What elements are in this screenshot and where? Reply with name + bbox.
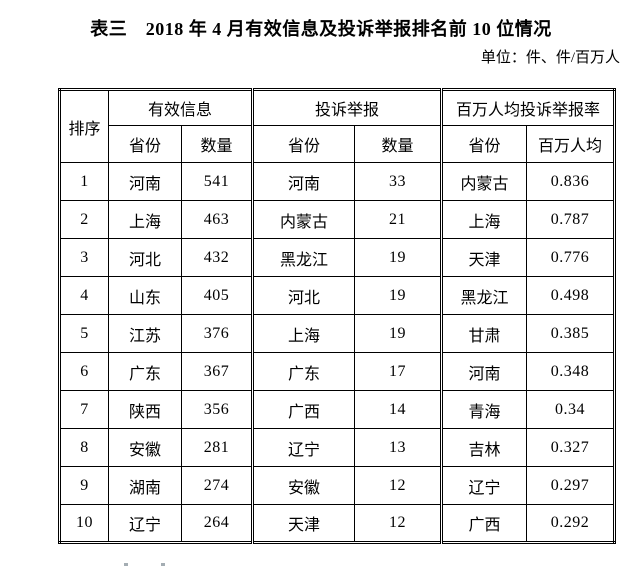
cell-rank: 2: [59, 200, 109, 239]
table-title: 表三 2018 年 4 月有效信息及投诉举报排名前 10 位情况: [90, 19, 552, 39]
header-info-province: 省份: [108, 125, 182, 163]
cell-info-count: 274: [181, 466, 253, 505]
cell-info-province: 河南: [108, 162, 182, 201]
cell-complaint-count: 19: [354, 238, 442, 277]
cell-complaint-province: 广西: [251, 390, 355, 429]
cell-rate-value: 0.836: [526, 162, 615, 201]
cell-rate-value: 0.776: [526, 238, 615, 277]
cell-rate-value: 0.34: [526, 390, 615, 429]
cell-info-count: 463: [181, 200, 253, 239]
header-group-valid-info: 有效信息: [108, 89, 253, 126]
cell-complaint-province: 河北: [251, 276, 355, 315]
cell-rate-province: 辽宁: [440, 466, 527, 505]
table-row: 2 上海 463 内蒙古 21 上海 0.787: [59, 200, 615, 239]
cell-info-province: 湖南: [108, 466, 182, 505]
cell-info-count: 356: [181, 390, 253, 429]
cell-rate-value: 0.385: [526, 314, 615, 353]
cell-rate-province: 天津: [440, 238, 527, 277]
cell-rank: 10: [59, 504, 109, 543]
cell-info-count: 432: [181, 238, 253, 277]
cell-rate-province: 黑龙江: [440, 276, 527, 315]
cell-info-province: 河北: [108, 238, 182, 277]
cell-info-count: 376: [181, 314, 253, 353]
cell-info-province: 江苏: [108, 314, 182, 353]
cell-rank: 8: [59, 428, 109, 467]
cell-rate-province: 甘肃: [440, 314, 527, 353]
cell-rate-province: 广西: [440, 504, 527, 543]
cell-complaint-count: 21: [354, 200, 442, 239]
cell-info-province: 安徽: [108, 428, 182, 467]
table-row: 6 广东 367 广东 17 河南 0.348: [59, 352, 615, 391]
header-complaint-province: 省份: [251, 125, 355, 163]
cell-rank: 4: [59, 276, 109, 315]
cell-info-count: 264: [181, 504, 253, 543]
cell-rank: 1: [59, 162, 109, 201]
cell-rate-province: 青海: [440, 390, 527, 429]
cell-rank: 5: [59, 314, 109, 353]
cell-complaint-count: 14: [354, 390, 442, 429]
ranking-table: 排序 有效信息 投诉举报 百万人均投诉举报率 省份 数量 省份 数量 省份 百万…: [58, 88, 616, 544]
cutoff-text-fragment: [161, 563, 165, 566]
table-row: 9 湖南 274 安徽 12 辽宁 0.297: [59, 466, 615, 505]
cell-complaint-province: 天津: [251, 504, 355, 543]
cell-rate-value: 0.297: [526, 466, 615, 505]
cell-info-count: 405: [181, 276, 253, 315]
table-row: 3 河北 432 黑龙江 19 天津 0.776: [59, 238, 615, 277]
cell-rank: 3: [59, 238, 109, 277]
table-row: 10 辽宁 264 天津 12 广西 0.292: [59, 504, 615, 543]
cell-info-count: 367: [181, 352, 253, 391]
cell-rate-value: 0.348: [526, 352, 615, 391]
table-row: 1 河南 541 河南 33 内蒙古 0.836: [59, 162, 615, 201]
cell-complaint-province: 上海: [251, 314, 355, 353]
cutoff-text-fragment: [124, 563, 128, 566]
cell-complaint-count: 17: [354, 352, 442, 391]
cell-rate-province: 河南: [440, 352, 527, 391]
header-complaint-count: 数量: [354, 125, 442, 163]
cell-info-province: 山东: [108, 276, 182, 315]
cell-info-province: 辽宁: [108, 504, 182, 543]
table-body: 1 河南 541 河南 33 内蒙古 0.836 2 上海 463 内蒙古 21 上海 0.787 3 河北 4…: [59, 162, 615, 543]
cell-complaint-count: 33: [354, 162, 442, 201]
cell-rank: 7: [59, 390, 109, 429]
cell-info-province: 陕西: [108, 390, 182, 429]
cell-rate-province: 上海: [440, 200, 527, 239]
cell-rank: 6: [59, 352, 109, 391]
cell-info-count: 541: [181, 162, 253, 201]
cell-complaint-count: 19: [354, 276, 442, 315]
cell-complaint-province: 辽宁: [251, 428, 355, 467]
cell-info-province: 广东: [108, 352, 182, 391]
cell-complaint-count: 13: [354, 428, 442, 467]
header-group-rate: 百万人均投诉举报率: [440, 89, 615, 126]
cell-complaint-count: 12: [354, 466, 442, 505]
cell-rate-value: 0.292: [526, 504, 615, 543]
header-row-groups: 排序 有效信息 投诉举报 百万人均投诉举报率: [59, 89, 615, 163]
header-group-complaints: 投诉举报: [251, 89, 442, 126]
cell-rate-province: 吉林: [440, 428, 527, 467]
cell-rate-value: 0.498: [526, 276, 615, 315]
cell-complaint-province: 广东: [251, 352, 355, 391]
cell-complaint-province: 黑龙江: [251, 238, 355, 277]
header-row-subcolumns: 省份 数量 省份 数量 省份 百万人均: [60, 125, 615, 163]
header-rate-province: 省份: [440, 125, 527, 163]
cell-info-province: 上海: [108, 200, 182, 239]
table-row: 8 安徽 281 辽宁 13 吉林 0.327: [59, 428, 615, 467]
cell-complaint-count: 12: [354, 504, 442, 543]
table-row: 4 山东 405 河北 19 黑龙江 0.498: [59, 276, 615, 315]
cell-rank: 9: [59, 466, 109, 505]
cell-complaint-province: 内蒙古: [251, 200, 355, 239]
cell-rate-province: 内蒙古: [440, 162, 527, 201]
table-row: 7 陕西 356 广西 14 青海 0.34: [59, 390, 615, 429]
cell-complaint-province: 河南: [251, 162, 355, 201]
unit-note: 单位：件、件/百万人: [480, 50, 620, 66]
cell-complaint-count: 19: [354, 314, 442, 353]
header-info-count: 数量: [181, 125, 253, 163]
cell-info-count: 281: [181, 428, 253, 467]
header-rate-per-million: 百万人均: [526, 125, 615, 163]
cell-complaint-province: 安徽: [251, 466, 355, 505]
table-row: 5 江苏 376 上海 19 甘肃 0.385: [59, 314, 615, 353]
cell-rate-value: 0.327: [526, 428, 615, 467]
cell-rate-value: 0.787: [526, 200, 615, 239]
header-rank: 排序: [59, 89, 109, 163]
